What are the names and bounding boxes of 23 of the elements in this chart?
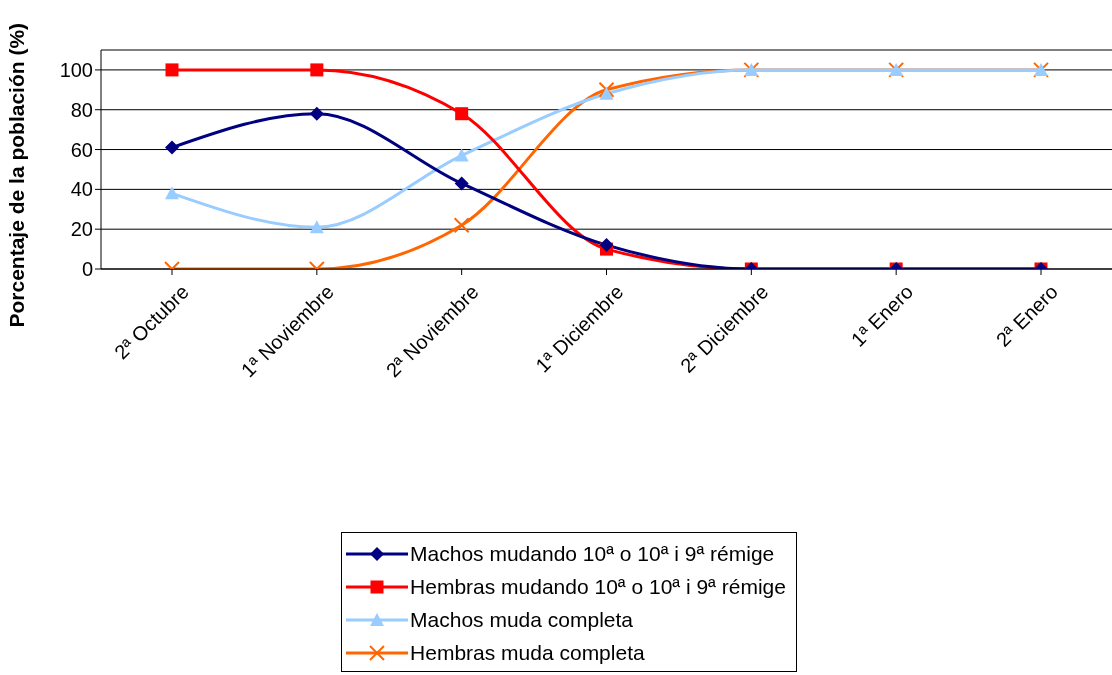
point [599,238,614,253]
point [309,106,324,121]
legend-label: Machos mudando 10ª o 10ª i 9ª rémige [410,541,775,566]
point [455,107,469,121]
y-tick-label: 100 [59,59,93,82]
point [310,63,324,77]
point [165,63,179,77]
legend-label: Machos muda completa [410,607,634,632]
point [309,220,324,234]
y-tick-label: 20 [70,218,93,241]
legend-label: Hembras muda completa [410,640,645,665]
point [454,176,469,191]
y-tick-label: 40 [70,178,93,201]
y-tick-label: 60 [70,138,93,161]
y-axis-title: Porcentaje de la población (%) [5,22,29,328]
point [599,86,614,100]
point [165,140,179,155]
y-tick-label: 0 [81,258,93,281]
point [165,186,179,200]
point [454,148,469,162]
legend-label: Hembras mudando 10ª o 10ª i 9ª rémige [410,574,786,599]
y-tick-label: 80 [70,98,93,121]
point [453,217,470,234]
